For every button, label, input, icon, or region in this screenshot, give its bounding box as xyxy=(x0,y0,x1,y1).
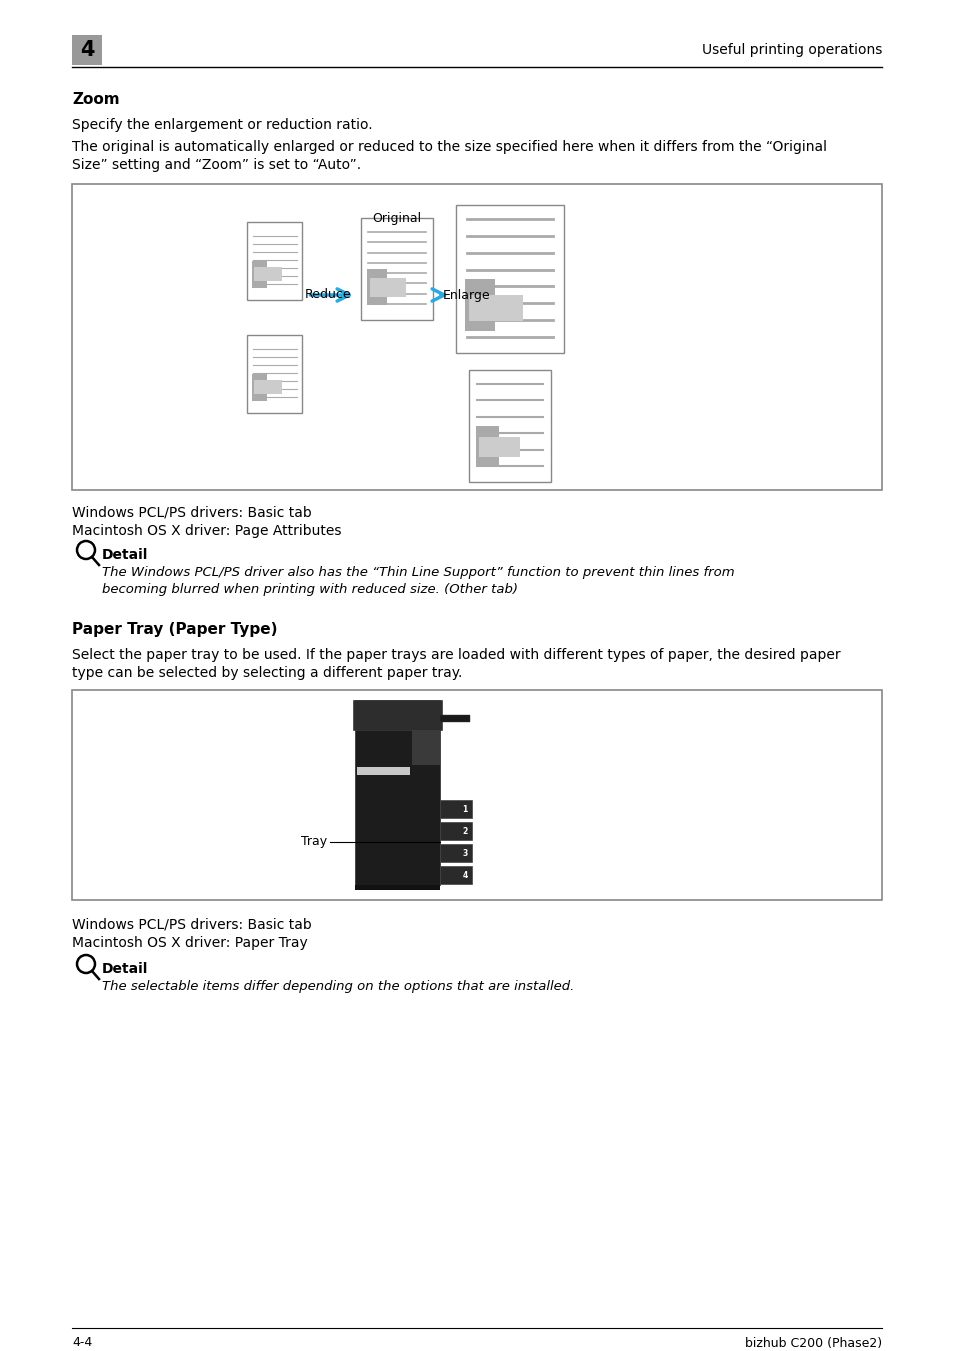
Bar xyxy=(355,885,439,890)
Bar xyxy=(252,261,267,288)
Text: 4: 4 xyxy=(462,870,467,880)
Text: Detail: Detail xyxy=(102,549,149,562)
Bar xyxy=(71,690,882,900)
Bar xyxy=(475,426,498,465)
Bar xyxy=(247,222,302,300)
Text: Enlarge: Enlarge xyxy=(442,289,490,301)
Text: Windows PCL/PS drivers: Basic tab: Windows PCL/PS drivers: Basic tab xyxy=(71,917,312,932)
Bar xyxy=(456,205,563,353)
Bar xyxy=(353,700,441,730)
Text: 1: 1 xyxy=(462,804,467,813)
Bar xyxy=(469,370,551,482)
Bar xyxy=(366,269,387,305)
Text: Paper Tray (Paper Type): Paper Tray (Paper Type) xyxy=(71,621,277,638)
Bar xyxy=(356,767,410,775)
Text: Reduce: Reduce xyxy=(304,289,351,301)
Text: Macintosh OS X driver: Page Attributes: Macintosh OS X driver: Page Attributes xyxy=(71,524,341,538)
Bar xyxy=(439,821,472,840)
Text: bizhub C200 (Phase2): bizhub C200 (Phase2) xyxy=(744,1336,882,1350)
Text: The selectable items differ depending on the options that are installed.: The selectable items differ depending on… xyxy=(102,979,574,993)
Text: 4: 4 xyxy=(80,41,94,59)
Bar xyxy=(369,278,405,297)
Bar xyxy=(412,730,439,765)
Text: Useful printing operations: Useful printing operations xyxy=(700,43,882,57)
Bar xyxy=(253,380,281,394)
Text: The original is automatically enlarged or reduced to the size specified here whe: The original is automatically enlarged o… xyxy=(71,141,826,173)
Text: Select the paper tray to be used. If the paper trays are loaded with different t: Select the paper tray to be used. If the… xyxy=(71,648,840,681)
Text: Detail: Detail xyxy=(102,962,149,975)
Text: 4-4: 4-4 xyxy=(71,1336,92,1350)
Bar xyxy=(71,35,102,65)
Text: Tray: Tray xyxy=(300,835,327,848)
Text: 3: 3 xyxy=(462,848,467,858)
Bar xyxy=(439,800,472,817)
Bar xyxy=(469,295,522,322)
Text: Windows PCL/PS drivers: Basic tab: Windows PCL/PS drivers: Basic tab xyxy=(71,507,312,520)
Bar xyxy=(355,700,439,885)
Bar xyxy=(478,436,519,457)
Bar xyxy=(252,374,267,401)
Bar xyxy=(464,280,495,331)
Text: Specify the enlargement or reduction ratio.: Specify the enlargement or reduction rat… xyxy=(71,118,373,132)
Text: Zoom: Zoom xyxy=(71,92,119,107)
Bar xyxy=(439,866,472,884)
Text: Original: Original xyxy=(372,212,421,226)
Text: Macintosh OS X driver: Paper Tray: Macintosh OS X driver: Paper Tray xyxy=(71,936,308,950)
Bar xyxy=(253,267,281,281)
Bar xyxy=(360,218,433,320)
Bar xyxy=(439,715,470,721)
Bar xyxy=(71,184,882,490)
Text: The Windows PCL/PS driver also has the “Thin Line Support” function to prevent t: The Windows PCL/PS driver also has the “… xyxy=(102,566,734,596)
Bar xyxy=(247,335,302,413)
Text: 2: 2 xyxy=(462,827,467,835)
Bar xyxy=(439,844,472,862)
